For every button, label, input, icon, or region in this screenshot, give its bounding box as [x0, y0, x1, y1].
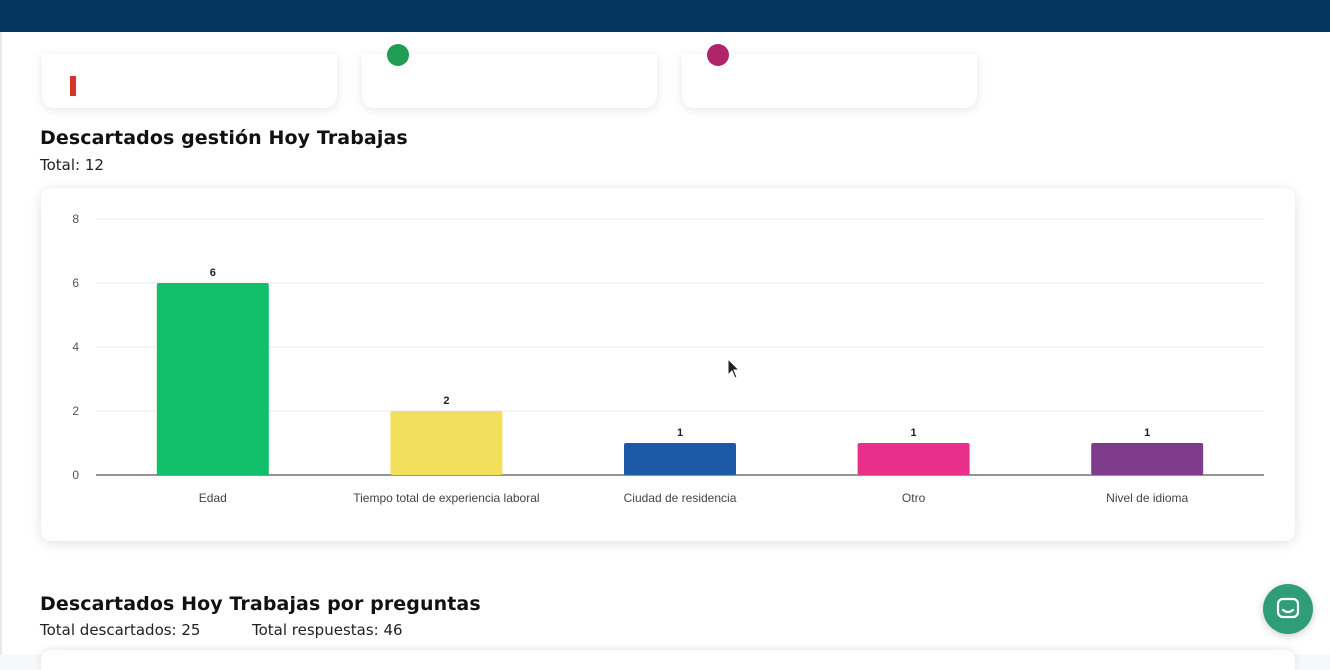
y-tick-label: 8 — [72, 212, 79, 226]
x-category-label: Tiempo total de experiencia laboral — [353, 491, 539, 505]
y-tick-label: 0 — [72, 468, 79, 482]
total-respuestas: Total respuestas: 46 — [252, 621, 403, 639]
stat-indicator-magenta — [707, 44, 729, 66]
y-tick-label: 4 — [72, 340, 79, 354]
stat-card-1 — [42, 54, 337, 108]
bar-chart: 0 2 4 6 8 6 Edad 2 Tiempo total de experiencia l… — [72, 212, 1264, 505]
chat-bubble-icon — [1276, 597, 1300, 619]
section-title-descartados-preguntas: Descartados Hoy Trabajas por preguntas — [40, 593, 481, 615]
x-category-label: Nivel de idioma — [1106, 491, 1188, 505]
questions-card — [41, 650, 1295, 670]
section-total: Total: 12 — [40, 156, 104, 174]
y-tick-label: 6 — [72, 276, 79, 290]
bar-value-label: 6 — [210, 267, 216, 279]
stat-indicator-green — [387, 44, 409, 66]
chat-button[interactable] — [1263, 584, 1313, 634]
bar-4 — [1091, 443, 1204, 475]
top-navigation-bar — [0, 0, 1330, 32]
x-category-label: Edad — [199, 491, 227, 505]
stat-indicator-red — [70, 76, 76, 96]
bar-chart-card: 0 2 4 6 8 6 Edad 2 Tiempo total de experiencia l… — [41, 188, 1295, 541]
bar-3 — [857, 443, 970, 475]
x-category-label: Ciudad de residencia — [624, 491, 737, 505]
mouse-cursor-icon — [727, 358, 741, 379]
stat-card-2 — [362, 44, 657, 108]
bar-0 — [156, 283, 269, 475]
stat-card-3 — [682, 44, 977, 108]
bar-1 — [390, 411, 503, 475]
bar-value-label: 2 — [443, 395, 449, 407]
bar-2 — [624, 443, 736, 475]
y-tick-label: 2 — [72, 404, 79, 418]
bar-value-label: 1 — [677, 427, 683, 439]
x-category-label: Otro — [902, 491, 926, 505]
total-descartados: Total descartados: 25 — [40, 621, 201, 639]
bar-value-label: 1 — [911, 427, 917, 439]
bar-value-label: 1 — [1144, 427, 1150, 439]
section-title-descartados-gestion: Descartados gestión Hoy Trabajas — [40, 127, 408, 149]
